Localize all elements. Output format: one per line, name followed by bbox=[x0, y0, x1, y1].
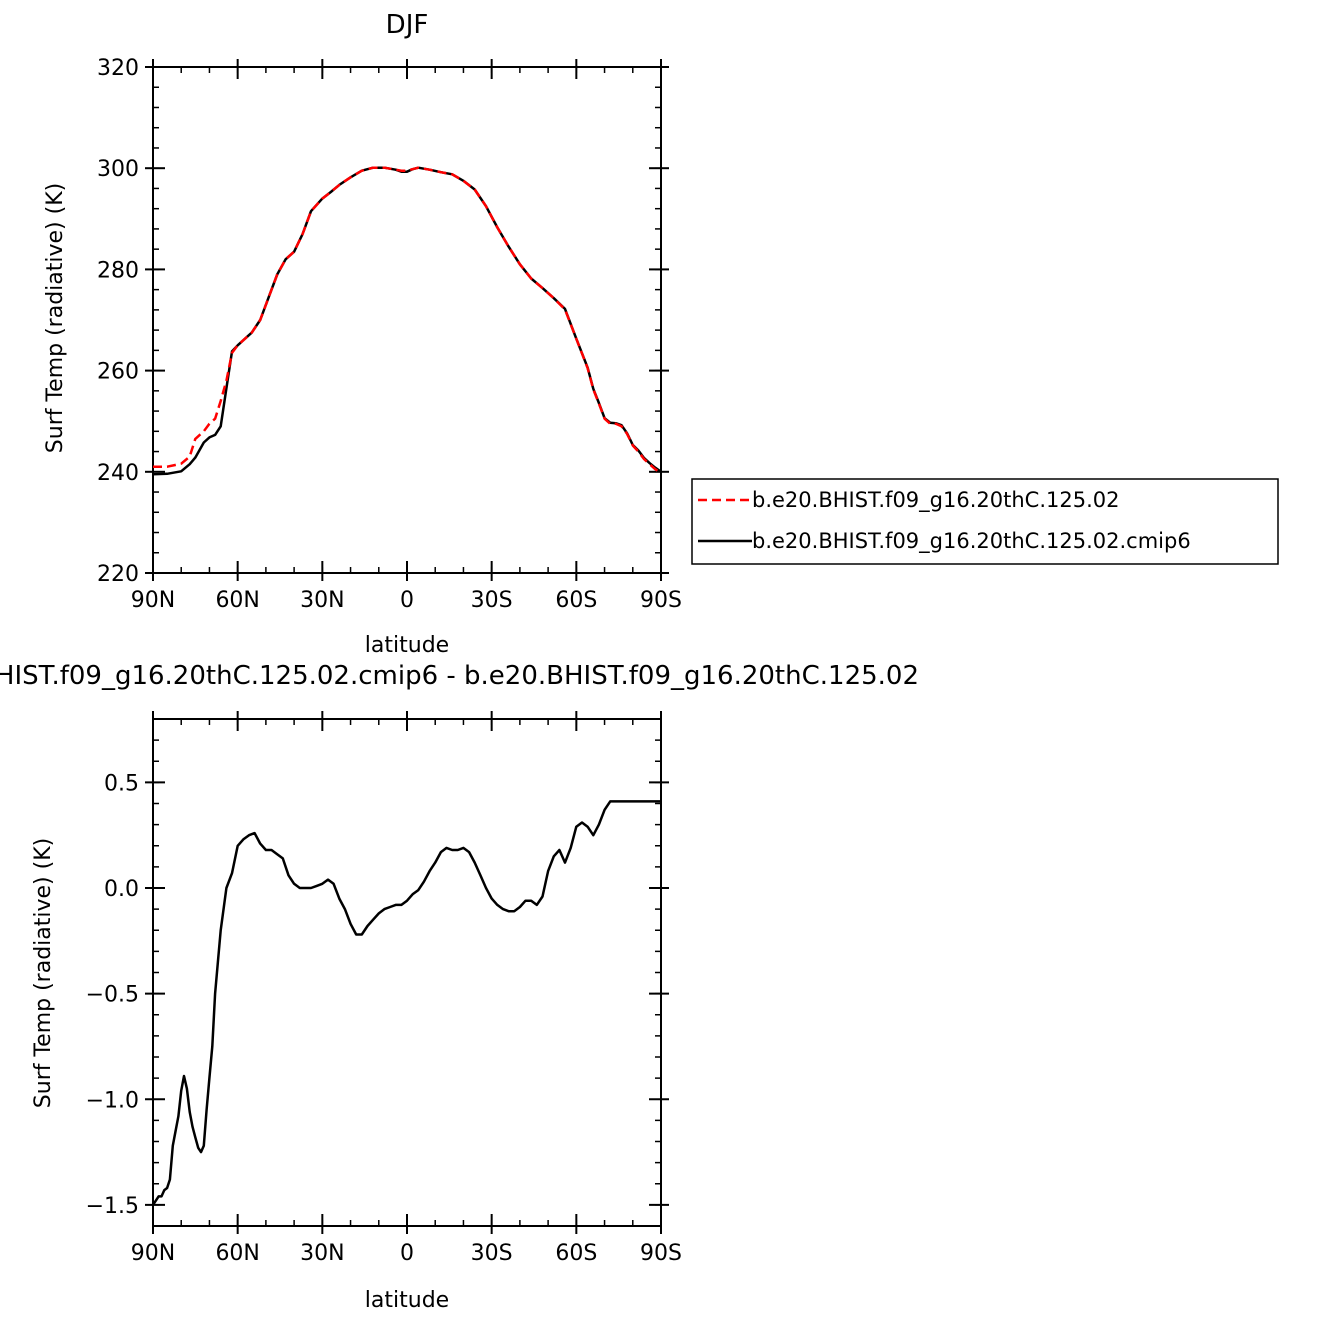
top-y-tick-label: 240 bbox=[97, 461, 139, 486]
legend-entry-1: b.e20.BHIST.f09_g16.20thC.125.02 bbox=[752, 488, 1119, 513]
bottom-x-tick-label: 30N bbox=[300, 1241, 344, 1266]
top-y-tick-label: 280 bbox=[97, 258, 139, 283]
top-chart-axes: 90N 60N 30N 0 30S 60S 90S 220 240 260 280 300 320 bbox=[97, 56, 682, 613]
bottom-chart-x-axis-title: latitude bbox=[365, 1288, 449, 1313]
bottom-x-tick-label: 0 bbox=[400, 1241, 414, 1266]
top-chart-panel: DJF latitude Surf Temp (radiative) (K) 9… bbox=[43, 10, 682, 658]
top-y-tick-label: 320 bbox=[97, 56, 139, 81]
bottom-x-tick-label: 30S bbox=[471, 1241, 513, 1266]
top-series-line-2 bbox=[152, 166, 662, 476]
top-series-line-1 bbox=[153, 166, 662, 474]
bottom-x-tick-label: 90N bbox=[131, 1241, 175, 1266]
top-plot-frame bbox=[152, 66, 662, 574]
bottom-chart-axes: 90N 60N 30N 0 30S 60S 90S −1.5 −1.0 −0.5 0.0 0.5 bbox=[86, 711, 682, 1266]
top-chart-y-axis-title: Surf Temp (radiative) (K) bbox=[43, 183, 68, 453]
bottom-x-tick-label: 90S bbox=[640, 1241, 682, 1266]
bottom-plot-frame bbox=[152, 718, 662, 1227]
bottom-series-line-1 bbox=[151, 800, 661, 1206]
legend-entry-2: b.e20.BHIST.f09_g16.20thC.125.02.cmip6 bbox=[752, 529, 1191, 554]
top-x-tick-label: 90S bbox=[640, 588, 682, 613]
top-y-tick-label: 300 bbox=[97, 157, 139, 182]
bottom-y-tick-label: 0.5 bbox=[104, 771, 139, 796]
bottom-y-tick-label: −1.0 bbox=[86, 1088, 139, 1113]
top-x-tick-label: 60N bbox=[215, 588, 259, 613]
top-x-tick-label: 90N bbox=[131, 588, 175, 613]
bottom-chart-panel: b.e20.BHIST.f09_g16.20thC.125.02.cmip6 -… bbox=[0, 661, 919, 1313]
top-x-tick-label: 30N bbox=[300, 588, 344, 613]
bottom-y-tick-label: 0.0 bbox=[104, 877, 139, 902]
top-chart-x-axis-title: latitude bbox=[365, 633, 449, 658]
bottom-x-tick-label: 60N bbox=[215, 1241, 259, 1266]
bottom-y-tick-label: −1.5 bbox=[86, 1194, 139, 1219]
top-chart-series bbox=[152, 166, 662, 476]
top-y-tick-label: 220 bbox=[97, 562, 139, 587]
bottom-y-tick-label: −0.5 bbox=[86, 983, 139, 1008]
legend-frame bbox=[691, 478, 1279, 565]
top-y-tick-label: 260 bbox=[97, 360, 139, 385]
bottom-chart-y-axis-title: Surf Temp (radiative) (K) bbox=[31, 838, 56, 1108]
chart-legend: b.e20.BHIST.f09_g16.20thC.125.02 b.e20.B… bbox=[691, 478, 1279, 565]
bottom-x-tick-label: 60S bbox=[555, 1241, 597, 1266]
bottom-chart-title: b.e20.BHIST.f09_g16.20thC.125.02.cmip6 -… bbox=[0, 661, 919, 691]
bottom-chart-series bbox=[151, 800, 661, 1206]
top-x-tick-label: 30S bbox=[471, 588, 513, 613]
top-x-tick-label: 60S bbox=[555, 588, 597, 613]
top-chart-title: DJF bbox=[386, 10, 429, 40]
top-x-tick-label: 0 bbox=[400, 588, 414, 613]
